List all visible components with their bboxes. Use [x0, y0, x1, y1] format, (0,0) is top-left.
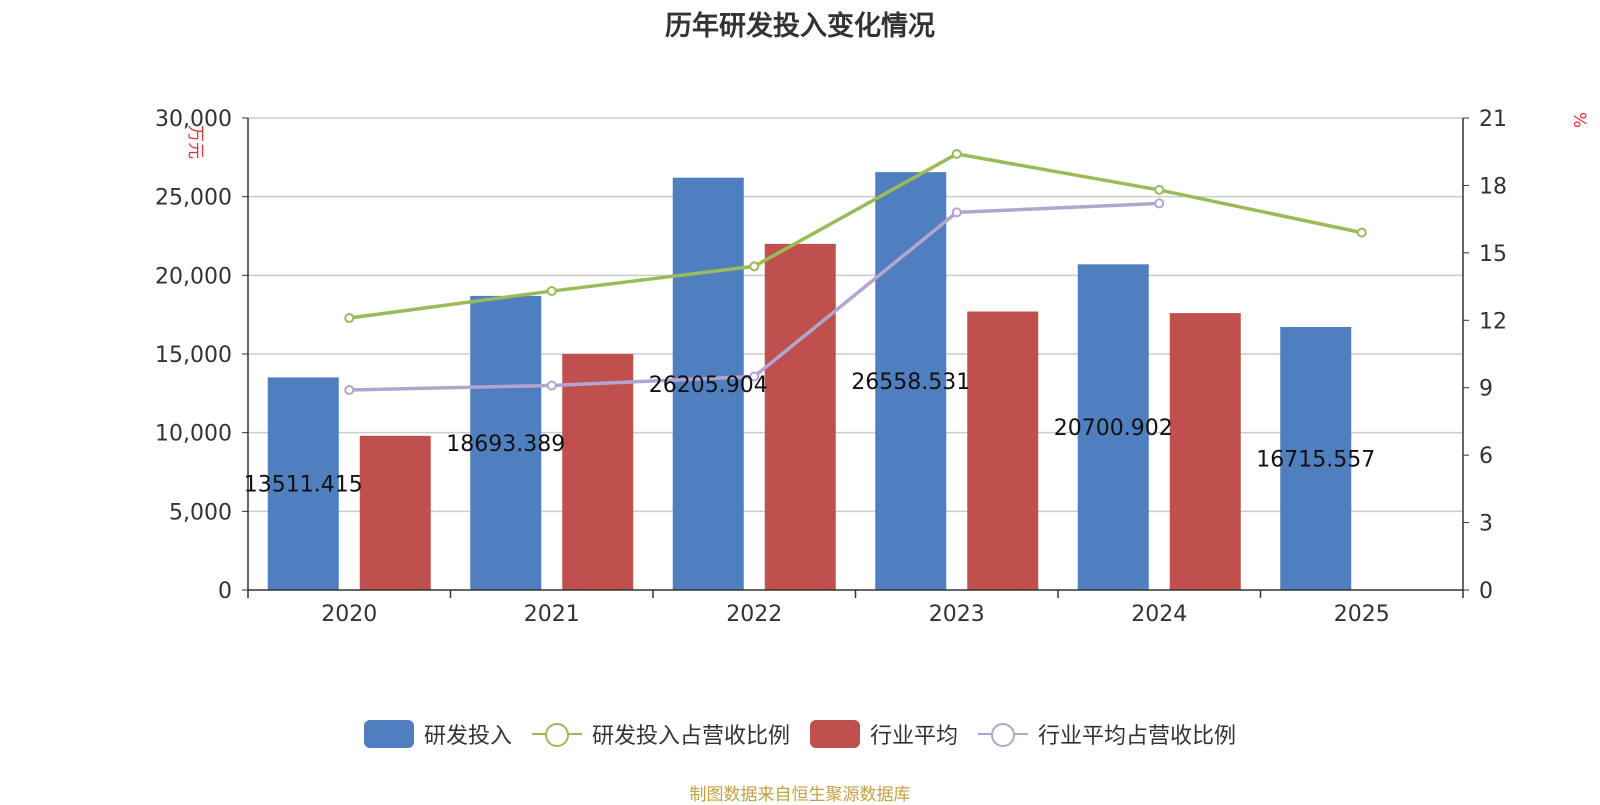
x-axis-tick-label: 2025	[1334, 602, 1390, 627]
right-axis-tick-label: 12	[1479, 309, 1507, 334]
bar-data-label: 20700.902	[1054, 416, 1173, 441]
bar-data-label: 16715.557	[1256, 448, 1375, 473]
right-axis-unit: %	[1569, 112, 1589, 128]
left-axis-tick-label: 20,000	[155, 264, 232, 289]
right-axis-tick-label: 0	[1479, 579, 1493, 604]
right-axis-tick-label: 15	[1479, 242, 1507, 267]
left-axis-tick-label: 25,000	[155, 186, 232, 211]
left-axis-tick-label: 15,000	[155, 343, 232, 368]
bars-layer	[267, 172, 1352, 590]
point-rd-ratio	[749, 261, 760, 272]
lines-layer	[344, 148, 1367, 395]
bar-rd-investment	[875, 172, 947, 590]
x-axis-tick-label: 2023	[929, 602, 985, 627]
bar-data-label: 13511.415	[244, 473, 363, 498]
bar-data-label: 26205.904	[649, 373, 768, 398]
point-industry-ratio	[546, 380, 557, 391]
point-rd-ratio	[546, 286, 557, 297]
right-axis-tick-label: 6	[1479, 444, 1493, 469]
bar-industry-average	[764, 243, 836, 590]
left-axis-tick-label: 5,000	[169, 500, 232, 525]
x-axis-tick-label: 2022	[726, 602, 782, 627]
bar-data-label: 26558.531	[851, 370, 970, 395]
legend-item-industry-average[interactable]: 行业平均	[810, 718, 958, 750]
x-axis-tick-label: 2020	[321, 602, 377, 627]
legend-label-rd-ratio: 研发投入占营收比例	[591, 724, 790, 749]
labels-layer: 13511.415 18693.389 26205.904 26558.531 2070…	[244, 370, 1375, 498]
bar-rd-investment	[1280, 327, 1352, 590]
axes-layer: 0 5,000 10,000 15,000 20,000 25,000 30,000 0 3 6 9…	[155, 107, 1507, 627]
point-rd-ratio	[951, 148, 962, 159]
left-axis-tick-label: 0	[218, 579, 232, 604]
left-axis-tick-label: 10,000	[155, 422, 232, 447]
right-axis-tick-label: 9	[1479, 377, 1493, 402]
point-industry-ratio	[951, 207, 962, 218]
point-industry-ratio	[344, 384, 355, 395]
legend-item-rd-ratio[interactable]: 研发投入占营收比例	[531, 718, 790, 750]
bar-industry-average	[1169, 313, 1241, 590]
legend-swatch-rd-investment	[363, 720, 414, 748]
data-source-note: 制图数据来自恒生聚源数据库	[689, 785, 911, 805]
bar-rd-investment	[1077, 264, 1149, 590]
legend-swatch-rd-ratio	[531, 720, 582, 748]
legend-label-rd-investment: 研发投入	[423, 724, 512, 749]
x-axis-tick-label: 2021	[524, 602, 580, 627]
bar-rd-investment	[470, 295, 542, 590]
right-axis-tick-label: 21	[1479, 107, 1507, 132]
right-axis-tick-label: 3	[1479, 512, 1493, 537]
legend-item-rd-investment[interactable]: 研发投入	[363, 718, 512, 750]
left-axis-unit: 万元	[185, 125, 205, 159]
legend-swatch-industry-average	[810, 720, 860, 748]
bar-rd-investment	[267, 377, 339, 590]
x-axis-tick-label: 2024	[1131, 602, 1187, 627]
legend-label-industry-average: 行业平均	[870, 724, 959, 749]
chart-title: 历年研发投入变化情况	[665, 11, 935, 42]
legend: 研发投入 研发投入占营收比例 行业平均 行业平均占营收比例	[0, 718, 1600, 750]
bar-rd-investment	[672, 177, 744, 590]
bar-industry-average	[562, 354, 634, 590]
left-axis-tick-label: 30,000	[155, 107, 232, 132]
point-rd-ratio	[1356, 227, 1367, 238]
legend-label-industry-ratio: 行业平均占营收比例	[1038, 724, 1237, 749]
legend-item-industry-ratio[interactable]: 行业平均占营收比例	[978, 718, 1236, 750]
right-axis-tick-label: 18	[1479, 174, 1507, 199]
grid-layer	[248, 117, 1463, 513]
point-industry-ratio	[749, 371, 760, 382]
bar-industry-average	[359, 435, 431, 590]
line-rd-ratio	[349, 152, 1363, 320]
point-rd-ratio	[1154, 184, 1165, 195]
bar-data-label: 18693.389	[446, 432, 565, 457]
point-rd-ratio	[344, 313, 355, 324]
legend-swatch-industry-ratio	[978, 720, 1029, 748]
bar-industry-average	[967, 311, 1039, 590]
point-industry-ratio	[1154, 198, 1165, 209]
